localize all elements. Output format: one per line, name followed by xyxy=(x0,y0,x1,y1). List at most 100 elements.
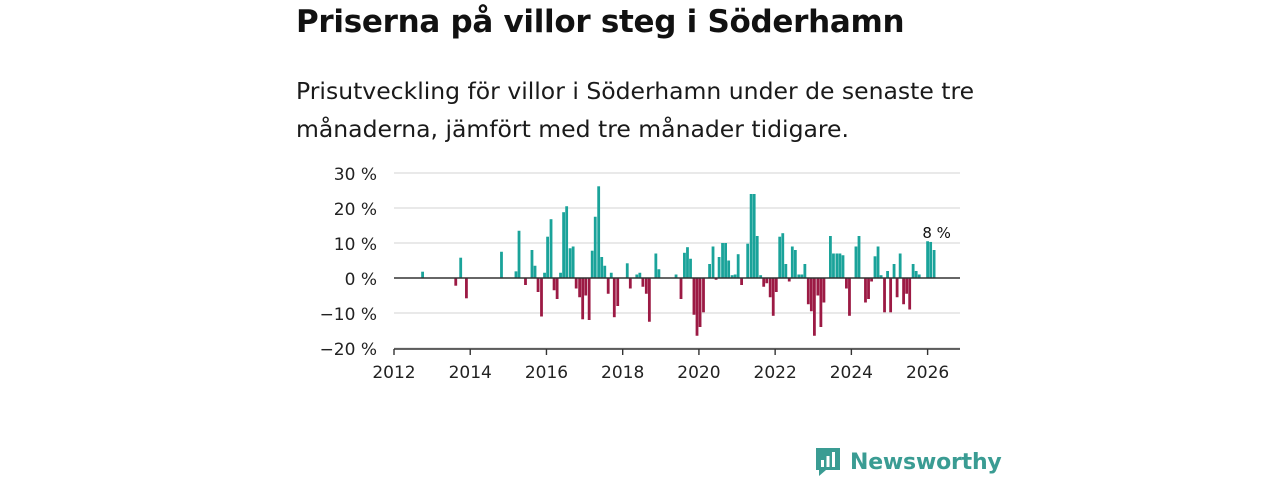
bar xyxy=(698,278,702,327)
bar xyxy=(765,278,769,284)
bar xyxy=(543,272,546,278)
bar xyxy=(819,278,823,327)
bar xyxy=(809,278,813,312)
bar xyxy=(546,236,549,278)
bar xyxy=(740,278,743,285)
bar xyxy=(755,236,759,278)
bar xyxy=(628,278,632,289)
bar xyxy=(774,278,778,292)
chart-title: Priserna på villor steg i Söderhamn xyxy=(296,4,905,40)
bar xyxy=(793,250,797,278)
bar xyxy=(864,278,867,303)
bar xyxy=(883,278,886,313)
bar xyxy=(600,257,604,278)
bar xyxy=(902,278,905,305)
bar xyxy=(733,274,737,278)
y-tick-label: 30 % xyxy=(334,165,377,185)
bar xyxy=(679,278,683,299)
bar xyxy=(692,278,696,315)
bar xyxy=(647,278,651,322)
bar xyxy=(803,264,807,278)
bar xyxy=(552,278,556,291)
bar xyxy=(870,278,873,282)
bar xyxy=(784,264,788,278)
bar xyxy=(459,257,463,278)
bar xyxy=(768,278,772,298)
bar xyxy=(892,264,896,278)
bar xyxy=(895,278,899,298)
bar xyxy=(727,260,731,278)
bar xyxy=(771,278,775,316)
bar xyxy=(454,278,458,286)
bar xyxy=(616,278,620,306)
latest-value-label: 8 % xyxy=(922,224,951,242)
bar xyxy=(816,278,820,296)
bar xyxy=(612,278,616,318)
bar xyxy=(829,236,832,278)
bar xyxy=(749,194,753,278)
bar xyxy=(500,251,503,278)
bar xyxy=(530,250,534,278)
bar xyxy=(832,253,835,278)
brand-name: Newsworthy xyxy=(850,449,1002,475)
bar xyxy=(686,247,689,278)
bar xyxy=(571,246,575,278)
bar xyxy=(778,236,782,278)
bar xyxy=(654,253,658,278)
bar xyxy=(717,257,721,278)
bar xyxy=(926,241,929,278)
bar xyxy=(524,278,527,285)
chart-subtitle: Prisutveckling för villor i Söderhamn un… xyxy=(296,77,975,143)
bar xyxy=(721,243,724,278)
bar xyxy=(752,194,756,278)
bar xyxy=(562,212,566,278)
bar xyxy=(759,275,763,278)
bar xyxy=(638,272,642,278)
bar xyxy=(762,278,766,287)
bar xyxy=(625,263,629,278)
bar xyxy=(873,256,877,278)
bar xyxy=(574,278,578,289)
bar xyxy=(635,274,639,278)
x-axis-labels: 2012 2014 2016 2018 2020 2022 2024 2026 xyxy=(372,363,949,383)
bar xyxy=(797,274,801,278)
x-tick-label: 2020 xyxy=(677,363,720,383)
bar xyxy=(848,278,851,316)
x-tick-label: 2016 xyxy=(525,363,568,383)
bar xyxy=(911,264,915,278)
bar xyxy=(781,233,785,278)
bar xyxy=(714,278,718,280)
bar xyxy=(898,253,902,278)
bar xyxy=(540,278,543,317)
bar xyxy=(730,275,734,278)
bar xyxy=(549,219,553,278)
bar xyxy=(590,250,594,278)
bar xyxy=(806,278,810,305)
bar xyxy=(533,265,537,278)
bar xyxy=(932,250,936,278)
y-tick-label: 20 % xyxy=(334,200,377,220)
bar xyxy=(465,278,468,299)
bar xyxy=(746,243,750,278)
bar xyxy=(536,278,540,292)
bar xyxy=(876,246,880,278)
bar xyxy=(683,252,686,278)
bar xyxy=(517,230,521,278)
bar xyxy=(917,274,921,278)
y-tick-label: −20 % xyxy=(320,340,377,360)
axes xyxy=(393,277,960,355)
bar xyxy=(787,278,791,282)
bar xyxy=(879,275,883,278)
x-tick-label: 2012 xyxy=(372,363,415,383)
bar xyxy=(838,253,842,278)
bar xyxy=(841,255,845,278)
bar xyxy=(593,216,597,278)
bar xyxy=(867,278,870,299)
x-tick-label: 2018 xyxy=(601,363,644,383)
gridlines xyxy=(394,172,960,349)
y-tick-label: 0 % xyxy=(345,270,377,290)
bar xyxy=(581,278,585,320)
bar xyxy=(606,278,610,294)
bar xyxy=(514,271,518,278)
bar xyxy=(421,271,424,278)
